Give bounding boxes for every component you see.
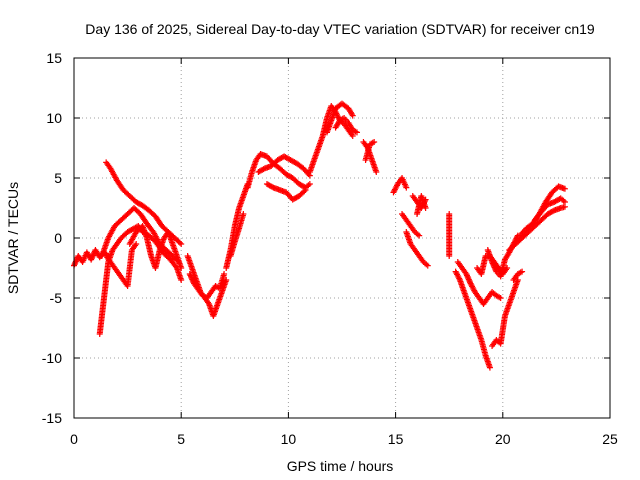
- data-point: [463, 272, 470, 279]
- data-point: [422, 205, 429, 211]
- data-point: [188, 275, 195, 282]
- data-point: [463, 271, 470, 277]
- data-point: [72, 259, 79, 266]
- data-point: [176, 239, 183, 246]
- series-s25: [452, 268, 493, 371]
- series-s5: [103, 241, 140, 289]
- data-point: [504, 265, 511, 271]
- data-points: [71, 100, 568, 371]
- data-point: [486, 364, 493, 371]
- data-point: [89, 252, 96, 259]
- series-s16: [332, 115, 361, 136]
- data-point: [491, 264, 498, 271]
- data-point: [497, 295, 504, 301]
- series-s24: [446, 211, 453, 259]
- data-point: [301, 188, 308, 195]
- series-s32: [531, 195, 568, 223]
- data-point: [187, 272, 194, 279]
- data-point: [88, 256, 95, 263]
- data-point: [178, 277, 185, 283]
- data-point: [240, 211, 247, 217]
- data-point: [424, 262, 431, 269]
- x-tick-label: 5: [177, 431, 185, 447]
- series-s9: [223, 181, 251, 271]
- data-point: [489, 260, 496, 267]
- series-s31: [516, 183, 568, 239]
- data-point: [561, 185, 568, 192]
- y-tick-label: -10: [42, 350, 62, 366]
- data-point: [519, 268, 526, 275]
- data-point: [489, 259, 496, 265]
- data-point: [178, 241, 185, 247]
- x-tick-label: 0: [70, 431, 78, 447]
- data-point: [349, 112, 356, 119]
- data-point: [89, 253, 96, 260]
- data-point: [371, 139, 378, 145]
- series-s22: [399, 211, 423, 239]
- y-tick-label: 0: [54, 230, 62, 246]
- chart-title: Day 136 of 2025, Sidereal Day-to-day VTE…: [85, 21, 595, 37]
- plot-frame: [73, 57, 611, 419]
- data-point: [465, 275, 472, 282]
- series-s26: [454, 259, 504, 307]
- series-s12: [255, 153, 313, 179]
- data-point: [492, 265, 499, 272]
- series-s18: [362, 139, 378, 163]
- series-s19: [390, 175, 410, 196]
- series-s8: [186, 271, 228, 301]
- series-s10: [227, 211, 247, 259]
- series-s4: [103, 159, 185, 247]
- series-s33: [510, 268, 526, 283]
- data-point: [71, 261, 78, 268]
- series-s28: [489, 277, 521, 349]
- series-s7: [184, 253, 230, 319]
- data-point: [221, 271, 228, 277]
- x-tick-label: 15: [388, 431, 404, 447]
- y-tick-label: 15: [46, 50, 62, 66]
- data-point: [490, 263, 497, 270]
- data-point: [416, 232, 423, 239]
- x-axis-label: GPS time / hours: [287, 458, 394, 474]
- x-tick-labels: 0 5 10 15 20 25: [70, 431, 618, 447]
- y-tick-label: 5: [54, 170, 62, 186]
- data-point: [373, 169, 380, 175]
- data-point: [189, 276, 196, 283]
- series-s23: [414, 193, 429, 217]
- y-tick-label: -15: [42, 410, 62, 426]
- x-tick-label: 10: [281, 431, 297, 447]
- data-point: [178, 265, 185, 271]
- series-s20: [403, 229, 431, 269]
- y-tick-label: 10: [46, 110, 62, 126]
- x-tick-label: 20: [495, 431, 511, 447]
- data-point: [133, 241, 140, 247]
- y-axis-label: SDTVAR / TECUs: [5, 182, 21, 294]
- data-point: [306, 181, 313, 187]
- data-point: [403, 184, 410, 191]
- y-tick-label: -5: [50, 290, 63, 306]
- data-point: [189, 277, 196, 284]
- data-point: [302, 187, 309, 193]
- data-point: [188, 273, 195, 280]
- data-point: [561, 199, 568, 205]
- data-point: [467, 279, 474, 286]
- series-s30: [506, 203, 568, 253]
- y-tick-labels: 15 10 5 0 -5 -10 -15: [42, 50, 62, 426]
- data-point: [88, 255, 95, 262]
- series-s27: [474, 253, 511, 277]
- data-point: [446, 253, 453, 259]
- data-point: [349, 133, 356, 139]
- series-s15: [323, 100, 356, 136]
- series-s13: [263, 181, 309, 203]
- data-point: [466, 277, 473, 284]
- data-point: [490, 261, 497, 268]
- data-point: [465, 276, 472, 283]
- data-point: [464, 273, 471, 280]
- series-s6: [126, 223, 185, 271]
- data-point: [354, 129, 361, 136]
- x-tick-label: 25: [602, 431, 618, 447]
- data-point: [186, 271, 193, 277]
- series-s29: [484, 232, 521, 280]
